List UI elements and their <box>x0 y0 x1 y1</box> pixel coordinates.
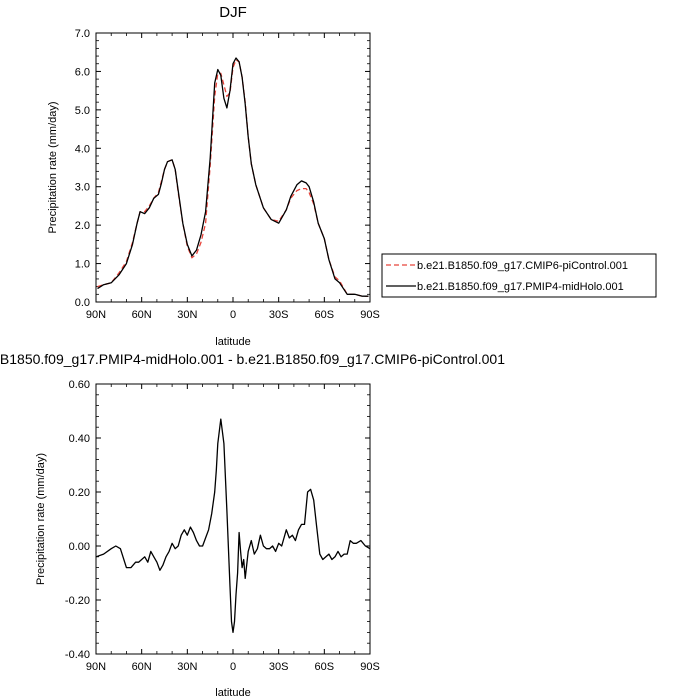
y-tick-label: 2.0 <box>75 220 90 232</box>
top-chart-plot-frame <box>95 32 371 303</box>
y-tick-label: 0.60 <box>69 379 90 391</box>
x-tick-label: 30N <box>177 309 197 321</box>
top-chart-y-axis-label: Precipitation rate (mm/day) <box>47 101 59 233</box>
x-tick-label: 60N <box>132 661 152 673</box>
x-tick-label: 30S <box>269 309 289 321</box>
bottom-chart-x-tick-labels: 90N 60N 30N 0 30S 60S 90S <box>86 661 380 673</box>
series-line-picontrol <box>97 59 369 297</box>
top-chart-y-tick-labels: 0.0 1.0 2.0 3.0 4.0 5.0 6.0 7.0 <box>75 28 90 309</box>
y-tick-label: 0.0 <box>75 297 90 309</box>
y-tick-label: 0.20 <box>69 487 90 499</box>
y-tick-label: 3.0 <box>75 182 90 194</box>
x-tick-label: 90N <box>86 661 106 673</box>
y-tick-label: -0.40 <box>65 649 90 661</box>
series-line-midholo <box>97 57 369 297</box>
y-tick-label: 7.0 <box>75 28 90 40</box>
x-tick-label: 90N <box>86 309 106 321</box>
legend-label-picontrol: b.e21.B1850.f09_g17.CMIP6-piControl.001 <box>417 260 628 272</box>
legend-box <box>381 253 657 298</box>
top-chart-series <box>97 57 369 297</box>
bottom-chart: b.e21.B1850.f09_g17.PMIP4-midHolo.001 - … <box>0 351 505 699</box>
top-chart-x-axis-label: latitude <box>215 336 250 348</box>
y-tick-label: 0.40 <box>69 433 90 445</box>
legend-label-midholo: b.e21.B1850.f09_g17.PMIP4-midHolo.001 <box>417 281 624 293</box>
top-chart: DJF 0.0 1.0 2.0 3.0 4.0 5.0 6.0 7.0 90N 60N 30N 0 3… <box>47 4 657 348</box>
bottom-chart-ticks <box>95 383 371 655</box>
bottom-chart-series <box>95 418 371 634</box>
y-tick-label: 0.00 <box>69 541 90 553</box>
bottom-chart-title: b.e21.B1850.f09_g17.PMIP4-midHolo.001 - … <box>0 351 505 367</box>
difference-series-line <box>95 418 371 634</box>
y-tick-label: 5.0 <box>75 105 90 117</box>
bottom-chart-x-axis-label: latitude <box>215 687 250 699</box>
x-tick-label: 60S <box>315 661 335 673</box>
y-tick-label: 4.0 <box>75 143 90 155</box>
y-tick-label: 6.0 <box>75 66 90 78</box>
x-tick-label: 0 <box>230 309 236 321</box>
x-tick-label: 90S <box>360 309 380 321</box>
x-tick-label: 90S <box>360 661 380 673</box>
legend: b.e21.B1850.f09_g17.CMIP6-piControl.001 … <box>381 253 657 298</box>
x-tick-label: 60S <box>315 309 335 321</box>
top-chart-x-tick-labels: 90N 60N 30N 0 30S 60S 90S <box>86 309 380 321</box>
x-tick-label: 30S <box>269 661 289 673</box>
top-chart-title: DJF <box>219 4 247 21</box>
bottom-chart-y-tick-labels: -0.40 -0.20 0.00 0.20 0.40 0.60 <box>65 379 90 661</box>
x-tick-label: 0 <box>230 661 236 673</box>
x-tick-label: 60N <box>132 309 152 321</box>
top-chart-ticks <box>95 32 371 303</box>
y-tick-label: -0.20 <box>65 595 90 607</box>
y-tick-label: 1.0 <box>75 259 90 271</box>
bottom-chart-y-axis-label: Precipitation rate (mm/day) <box>35 453 47 585</box>
bottom-chart-plot-frame <box>95 383 371 655</box>
x-tick-label: 30N <box>177 661 197 673</box>
